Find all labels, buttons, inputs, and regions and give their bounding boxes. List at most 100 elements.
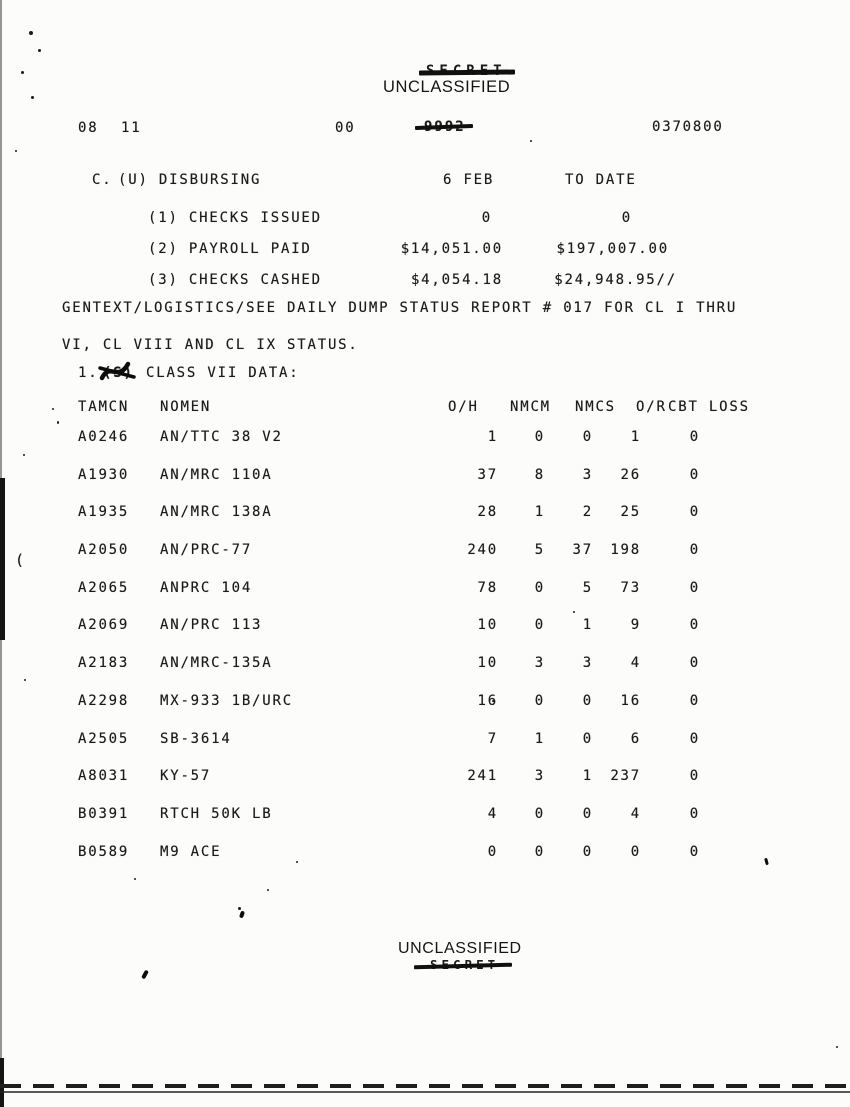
cell-nmcs: 0 xyxy=(582,429,593,445)
left-margin-bar xyxy=(0,478,5,640)
cell-nmcs: 37 xyxy=(572,542,593,559)
cell-nmcm: 0 xyxy=(534,429,545,445)
disbursing-value: $4,054.18 xyxy=(410,272,503,288)
disbursing-row-label: (1) CHECKS ISSUED xyxy=(148,210,322,226)
table-row: B0391 RTCH 50K LB 4 0 0 4 0 xyxy=(0,806,850,844)
cell-cbt-loss: 0 xyxy=(689,655,700,672)
cell-or: 1 xyxy=(630,429,641,445)
header-hour: 11 xyxy=(121,120,142,136)
cell-nmcs: 0 xyxy=(582,730,593,747)
disbursing-row-label: (2) PAYROLL PAID xyxy=(148,241,312,257)
tear-line-dashed xyxy=(0,1084,850,1088)
cell-tamcn: A2050 xyxy=(78,542,130,559)
table-row: A2065 ANPRC 104 78 0 5 73 0 xyxy=(0,580,850,618)
cell-cbt-loss: 0 xyxy=(689,504,700,521)
cell-cbt-loss: 0 xyxy=(689,692,700,709)
cell-oh: 4 xyxy=(487,805,498,822)
cell-nmcs: 0 xyxy=(582,805,593,822)
cell-nmcs: 0 xyxy=(582,692,593,709)
cell-cbt-loss: 0 xyxy=(689,429,700,445)
corner-ink-blob xyxy=(0,1058,4,1107)
disbursing-section-letter: C. xyxy=(92,172,113,188)
cell-nmcm: 1 xyxy=(534,730,545,747)
cell-nmcm: 0 xyxy=(534,617,545,634)
cell-tamcn: B0589 xyxy=(78,843,130,860)
table-row: A2298 MX-933 1B/URC 16 0 0 16 0 xyxy=(0,693,850,731)
cell-cbt-loss: 0 xyxy=(689,617,700,634)
cell-tamcn: A0246 xyxy=(78,429,130,445)
cell-tamcn: A1930 xyxy=(78,466,130,483)
disbursing-col1-header: 6 FEB xyxy=(443,172,495,188)
cell-nmcs: 2 xyxy=(582,504,593,521)
cell-or: 26 xyxy=(620,466,641,483)
cell-tamcn: A2065 xyxy=(78,579,130,596)
cell-nomen: AN/MRC-135A xyxy=(160,655,273,672)
cell-oh: 16 xyxy=(477,692,498,709)
cell-nomen: M9 ACE xyxy=(160,843,222,860)
cell-or: 16 xyxy=(620,692,641,709)
scan-speck xyxy=(24,679,26,681)
cell-oh: 10 xyxy=(477,655,498,672)
cell-nmcm: 0 xyxy=(534,843,545,860)
cell-nmcs: 1 xyxy=(582,617,593,634)
scan-speck xyxy=(530,140,532,142)
cell-oh: 7 xyxy=(487,730,498,747)
cell-oh: 241 xyxy=(467,768,498,785)
cell-nmcm: 0 xyxy=(534,579,545,596)
cell-cbt-loss: 0 xyxy=(689,843,700,860)
cell-nmcm: 5 xyxy=(534,542,545,559)
cell-nomen: AN/PRC-77 xyxy=(160,542,253,559)
col-header-nomen: NOMEN xyxy=(160,399,212,415)
col-header-nmcs: NMCS xyxy=(575,399,616,415)
cell-nmcs: 1 xyxy=(582,768,593,785)
header-day: 08 xyxy=(78,120,99,136)
cell-oh: 28 xyxy=(477,504,498,521)
cell-nmcm: 3 xyxy=(534,655,545,672)
unclassified-stamp-bottom: UNCLASSIFIED xyxy=(398,940,522,957)
cell-nmcm: 1 xyxy=(534,504,545,521)
equipment-table: A0246 AN/TTC 38 V2 1 0 0 1 0 A1930 AN/MR… xyxy=(0,429,850,881)
cell-or: 198 xyxy=(610,542,641,559)
redaction-scribble xyxy=(98,361,136,381)
cell-oh: 10 xyxy=(477,617,498,634)
col-header-or: O/R xyxy=(636,399,667,415)
cell-nomen: KY-57 xyxy=(160,768,212,785)
message-serial: 0370800 xyxy=(652,119,724,135)
cell-or: 4 xyxy=(630,805,641,822)
scan-speck xyxy=(134,878,136,880)
cell-or: 4 xyxy=(630,655,641,672)
cell-or: 237 xyxy=(610,768,641,785)
cell-nmcm: 0 xyxy=(534,692,545,709)
cell-nmcs: 0 xyxy=(582,843,593,860)
tear-line-solid xyxy=(0,1091,850,1093)
scan-speck xyxy=(238,907,241,910)
pen-mark xyxy=(239,910,245,919)
scan-speck xyxy=(52,408,54,410)
gentext-line-1: GENTEXT/LOGISTICS/SEE DAILY DUMP STATUS … xyxy=(62,300,738,316)
col-header-tamcn: TAMCN xyxy=(78,399,130,415)
cell-tamcn: A2505 xyxy=(78,730,130,747)
margin-paren-mark: ( xyxy=(15,551,26,569)
scan-speck xyxy=(836,1046,838,1048)
unclassified-stamp-top: UNCLASSIFIED xyxy=(383,78,511,96)
cell-oh: 240 xyxy=(467,542,498,559)
scan-speck xyxy=(267,889,269,891)
cell-nomen: SB-3614 xyxy=(160,730,232,747)
cell-nomen: AN/TTC 38 V2 xyxy=(160,429,283,445)
disbursing-value: $197,007.00 xyxy=(556,241,669,257)
cell-nomen: AN/MRC 138A xyxy=(160,504,273,521)
table-row: A1930 AN/MRC 110A 37 8 3 26 0 xyxy=(0,467,850,505)
cell-tamcn: A8031 xyxy=(78,768,130,785)
cell-nomen: AN/PRC 113 xyxy=(160,617,263,634)
table-row: A2050 AN/PRC-77 240 5 37 198 0 xyxy=(0,542,850,580)
cell-tamcn: B0391 xyxy=(78,805,130,822)
scan-speck xyxy=(29,31,33,35)
cell-cbt-loss: 0 xyxy=(689,542,700,559)
table-row: A8031 KY-57 241 3 1 237 0 xyxy=(0,768,850,806)
disbursing-value: 0 xyxy=(481,210,492,226)
table-row: A2505 SB-3614 7 1 0 6 0 xyxy=(0,731,850,769)
disbursing-value: $14,051.00 xyxy=(400,241,503,257)
cell-or: 9 xyxy=(630,617,641,634)
scan-speck xyxy=(15,150,17,152)
class-vii-heading-text: CLASS VII DATA: xyxy=(146,365,300,381)
